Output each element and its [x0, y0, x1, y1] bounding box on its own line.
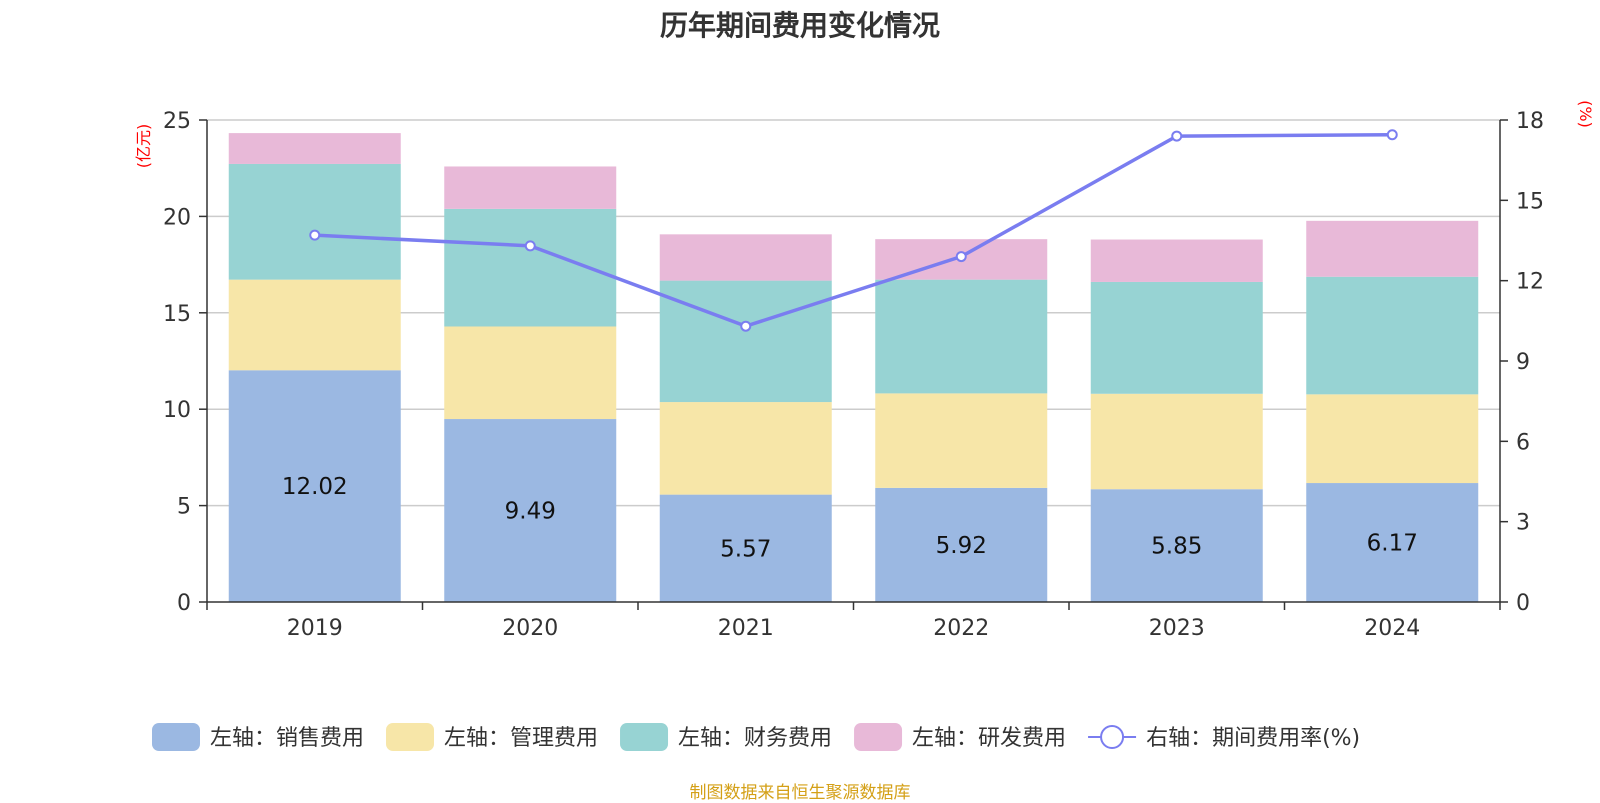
bar-segment — [228, 279, 401, 371]
bar-segment — [1306, 483, 1479, 602]
left-tick-label: 0 — [177, 591, 191, 616]
legend-swatch — [152, 723, 200, 751]
legend-swatch — [620, 723, 669, 751]
legend-swatch — [854, 723, 903, 751]
bar-segment — [1306, 394, 1479, 484]
grid-layer — [207, 119, 1500, 507]
legend-label: 右轴：期间费用率(%) — [1146, 726, 1360, 751]
bar-segment — [875, 393, 1048, 488]
bar-layer — [228, 133, 1479, 602]
x-tick-label: 2022 — [933, 616, 989, 641]
axis-layer: 0 5 10 15 20 25 0 3 6 9 12 15 18 (亿元) (%) 2019 2020 2021 2… — [134, 100, 1595, 641]
right-tick-label: 12 — [1516, 270, 1544, 295]
rate-point — [309, 229, 321, 241]
legend-swatch — [386, 723, 435, 751]
bar-segment — [228, 133, 401, 164]
x-tick-label: 2021 — [718, 616, 774, 641]
legend: 左轴：销售费用 左轴：管理费用 左轴：财务费用 左轴：研发费用 右轴：期间费用率(%) — [152, 723, 1360, 751]
bar-data-label: 9.49 — [505, 499, 556, 525]
rate-point — [1386, 129, 1398, 141]
label-layer: 12.02 9.49 5.57 5.92 5.85 6.17 — [282, 474, 1418, 562]
bar-segment — [875, 487, 1048, 602]
left-tick-label: 25 — [163, 109, 191, 134]
bar-segment — [444, 419, 617, 602]
bar-data-label: 5.92 — [936, 533, 987, 559]
legend-label: 左轴：财务费用 — [678, 726, 832, 751]
bar-segment — [1090, 489, 1263, 602]
legend-swatch-marker — [1100, 725, 1125, 749]
bar-segment — [1090, 281, 1263, 394]
bar-segment — [659, 234, 832, 281]
bar-segment — [228, 163, 401, 280]
left-tick-label: 10 — [163, 398, 191, 423]
chart-title: 历年期间费用变化情况 — [659, 9, 940, 42]
x-tick-label: 2020 — [502, 616, 558, 641]
left-tick-label: 5 — [177, 495, 191, 520]
bar-data-label: 12.02 — [282, 474, 348, 500]
bar-data-label: 5.85 — [1151, 534, 1202, 560]
left-axis-unit: (亿元) — [134, 124, 153, 169]
bar-segment — [659, 494, 832, 602]
bar-segment — [228, 370, 401, 602]
bar-segment — [1090, 393, 1263, 490]
left-tick-label: 20 — [163, 205, 191, 230]
legend-label: 左轴：销售费用 — [210, 726, 364, 751]
bar-segment — [444, 166, 617, 209]
x-tick-label: 2019 — [287, 616, 343, 641]
right-tick-label: 3 — [1516, 511, 1530, 536]
right-tick-label: 9 — [1516, 350, 1530, 375]
line-layer — [309, 129, 1398, 332]
x-tick-label: 2024 — [1364, 616, 1420, 641]
right-tick-label: 0 — [1516, 591, 1530, 616]
bar-data-label: 6.17 — [1367, 531, 1418, 557]
legend-label: 左轴：管理费用 — [444, 726, 598, 751]
right-tick-label: 18 — [1516, 109, 1544, 134]
rate-line — [314, 132, 1393, 329]
right-tick-label: 15 — [1516, 189, 1544, 214]
bar-segment — [1090, 239, 1263, 282]
rate-point — [955, 251, 967, 263]
bar-segment — [875, 279, 1048, 394]
right-tick-label: 6 — [1516, 430, 1530, 455]
bar-segment — [659, 280, 832, 403]
legend-label: 左轴：研发费用 — [912, 726, 1066, 751]
bar-segment — [1306, 276, 1479, 395]
left-tick-label: 15 — [163, 302, 191, 327]
rate-point — [740, 320, 752, 332]
rate-point — [524, 240, 536, 252]
source-note: 制图数据来自恒生聚源数据库 — [689, 783, 911, 803]
bar-segment — [1306, 220, 1479, 277]
bar-segment — [444, 326, 617, 420]
bar-segment — [659, 402, 832, 495]
right-axis-unit: (%) — [1576, 100, 1595, 128]
bar-data-label: 5.57 — [720, 536, 771, 562]
rate-point — [1171, 130, 1183, 142]
x-tick-label: 2023 — [1149, 616, 1205, 641]
